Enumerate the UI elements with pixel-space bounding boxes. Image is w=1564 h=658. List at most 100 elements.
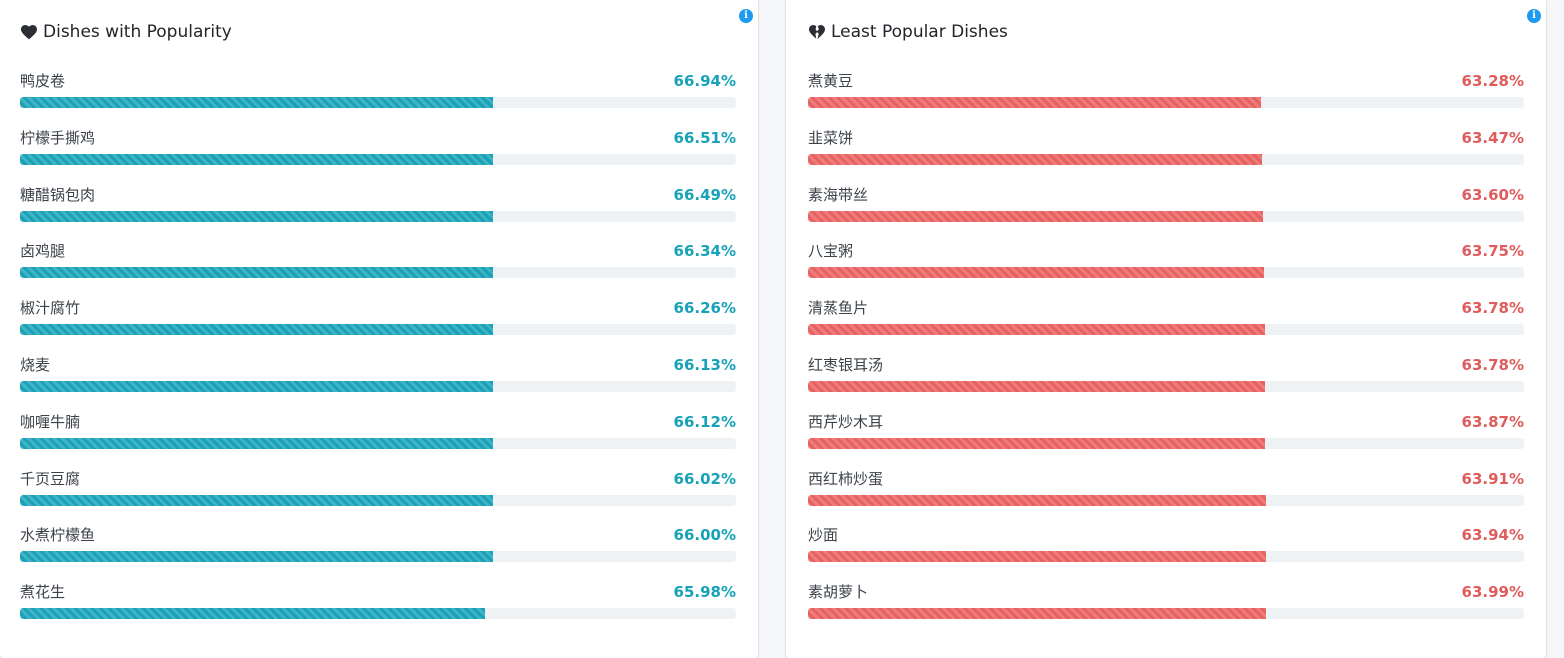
popular-dishes-card: i Dishes with Popularity 鸭皮卷 66.94% 柠檬手撕鸡 6… — [0, 0, 758, 658]
dish-name: 鸭皮卷 — [20, 72, 66, 90]
progress-track — [20, 608, 736, 620]
dish-name: 水煮柠檬鱼 — [20, 526, 96, 545]
progress-fill — [808, 97, 1262, 108]
progress-track — [20, 210, 736, 222]
progress-fill — [808, 380, 1265, 392]
progress-track — [20, 494, 736, 506]
progress-track — [20, 267, 736, 279]
dish-row: 糖醋锅包肉 66.49% — [20, 182, 736, 239]
progress-track — [20, 437, 736, 449]
progress-track — [808, 97, 1524, 108]
progress-track — [808, 267, 1524, 279]
dish-name: 柠檬手撕鸡 — [20, 128, 96, 147]
dish-percentage: 63.60% — [1461, 185, 1524, 204]
progress-track — [808, 153, 1524, 165]
progress-fill — [808, 437, 1266, 449]
least-popular-dishes-list: 煮黄豆 63.28% 韭菜饼 63.47% 素海带丝 63.60% 八宝粥 63.75% 清蒸鱼… — [808, 68, 1524, 636]
progress-fill — [20, 97, 493, 108]
progress-track — [808, 210, 1524, 222]
progress-fill — [808, 324, 1265, 336]
progress-fill — [20, 380, 493, 392]
dish-row: 水煮柠檬鱼 66.00% — [20, 522, 736, 579]
dish-percentage: 66.00% — [673, 526, 736, 545]
progress-fill — [20, 494, 493, 506]
dish-percentage: 63.47% — [1461, 128, 1524, 147]
progress-fill — [808, 551, 1266, 563]
popular-dishes-title: Dishes with Popularity — [20, 20, 232, 44]
dish-row: 柠檬手撕鸡 66.51% — [20, 125, 736, 182]
dish-row: 炒面 63.94% — [808, 522, 1524, 579]
progress-fill — [808, 494, 1266, 506]
progress-fill — [808, 267, 1265, 279]
dish-percentage: 66.26% — [673, 299, 736, 318]
progress-fill — [20, 608, 486, 620]
dish-name: 西红柿炒蛋 — [808, 469, 884, 488]
dish-name: 煮花生 — [20, 583, 66, 602]
dish-percentage: 66.94% — [673, 72, 736, 90]
dish-name: 韭菜饼 — [808, 128, 854, 147]
dish-name: 八宝粥 — [808, 242, 854, 261]
dish-name: 素海带丝 — [808, 185, 869, 204]
progress-track — [20, 153, 736, 165]
dish-percentage: 66.49% — [673, 185, 736, 204]
dish-row: 素胡萝卜 63.99% — [808, 579, 1524, 636]
progress-track — [808, 324, 1524, 336]
progress-fill — [20, 437, 493, 449]
info-icon[interactable]: i — [739, 9, 753, 23]
dish-name: 烧麦 — [20, 355, 51, 374]
dish-percentage: 63.91% — [1461, 469, 1524, 488]
progress-fill — [20, 267, 493, 279]
progress-track — [808, 437, 1524, 449]
dish-row: 西芹炒木耳 63.87% — [808, 409, 1524, 466]
dish-name: 炒面 — [808, 526, 839, 545]
card-title-text: Least Popular Dishes — [831, 22, 1008, 42]
dish-name: 咖喱牛腩 — [20, 412, 81, 431]
progress-track — [808, 380, 1524, 392]
dish-percentage: 66.51% — [673, 128, 736, 147]
least-popular-dishes-card: i Least Popular Dishes 煮黄豆 63.28% 韭菜饼 63.47… — [786, 0, 1546, 658]
dish-percentage: 66.12% — [673, 412, 736, 431]
dish-row: 煮花生 65.98% — [20, 579, 736, 636]
progress-fill — [808, 210, 1264, 222]
progress-track — [20, 97, 736, 108]
progress-track — [20, 324, 736, 336]
dish-percentage: 66.02% — [673, 469, 736, 488]
info-icon[interactable]: i — [1527, 9, 1541, 23]
dish-name: 清蒸鱼片 — [808, 299, 869, 318]
dish-row: 红枣银耳汤 63.78% — [808, 352, 1524, 409]
progress-fill — [20, 551, 493, 563]
dish-percentage: 63.28% — [1461, 72, 1524, 90]
progress-track — [20, 380, 736, 392]
heart-icon — [21, 25, 37, 40]
progress-fill — [20, 210, 493, 222]
dish-row: 清蒸鱼片 63.78% — [808, 295, 1524, 352]
dish-row: 八宝粥 63.75% — [808, 238, 1524, 295]
dish-name: 糖醋锅包肉 — [20, 185, 96, 204]
dish-name: 卤鸡腿 — [20, 242, 66, 261]
dish-name: 红枣银耳汤 — [808, 355, 884, 374]
dish-percentage: 63.94% — [1461, 526, 1524, 545]
dish-percentage: 63.87% — [1461, 412, 1524, 431]
progress-track — [20, 551, 736, 563]
dish-percentage: 63.75% — [1461, 242, 1524, 261]
progress-fill — [808, 153, 1263, 165]
dish-row: 烧麦 66.13% — [20, 352, 736, 409]
dish-percentage: 63.78% — [1461, 299, 1524, 318]
dish-name: 素胡萝卜 — [808, 583, 869, 602]
dish-row: 煮黄豆 63.28% — [808, 68, 1524, 125]
dish-row: 鸭皮卷 66.94% — [20, 68, 736, 125]
dish-row: 西红柿炒蛋 63.91% — [808, 466, 1524, 523]
popular-dishes-list: 鸭皮卷 66.94% 柠檬手撕鸡 66.51% 糖醋锅包肉 66.49% 卤鸡腿 66.34%… — [20, 68, 736, 636]
dish-row: 椒汁腐竹 66.26% — [20, 295, 736, 352]
progress-track — [808, 494, 1524, 506]
dish-percentage: 63.78% — [1461, 355, 1524, 374]
dish-percentage: 66.13% — [673, 355, 736, 374]
broken-heart-icon — [809, 25, 825, 39]
dish-row: 素海带丝 63.60% — [808, 182, 1524, 239]
progress-fill — [20, 324, 493, 336]
card-title-text: Dishes with Popularity — [43, 22, 232, 42]
dish-name: 椒汁腐竹 — [20, 299, 81, 318]
dish-name: 煮黄豆 — [808, 72, 854, 90]
dish-row: 千页豆腐 66.02% — [20, 466, 736, 523]
